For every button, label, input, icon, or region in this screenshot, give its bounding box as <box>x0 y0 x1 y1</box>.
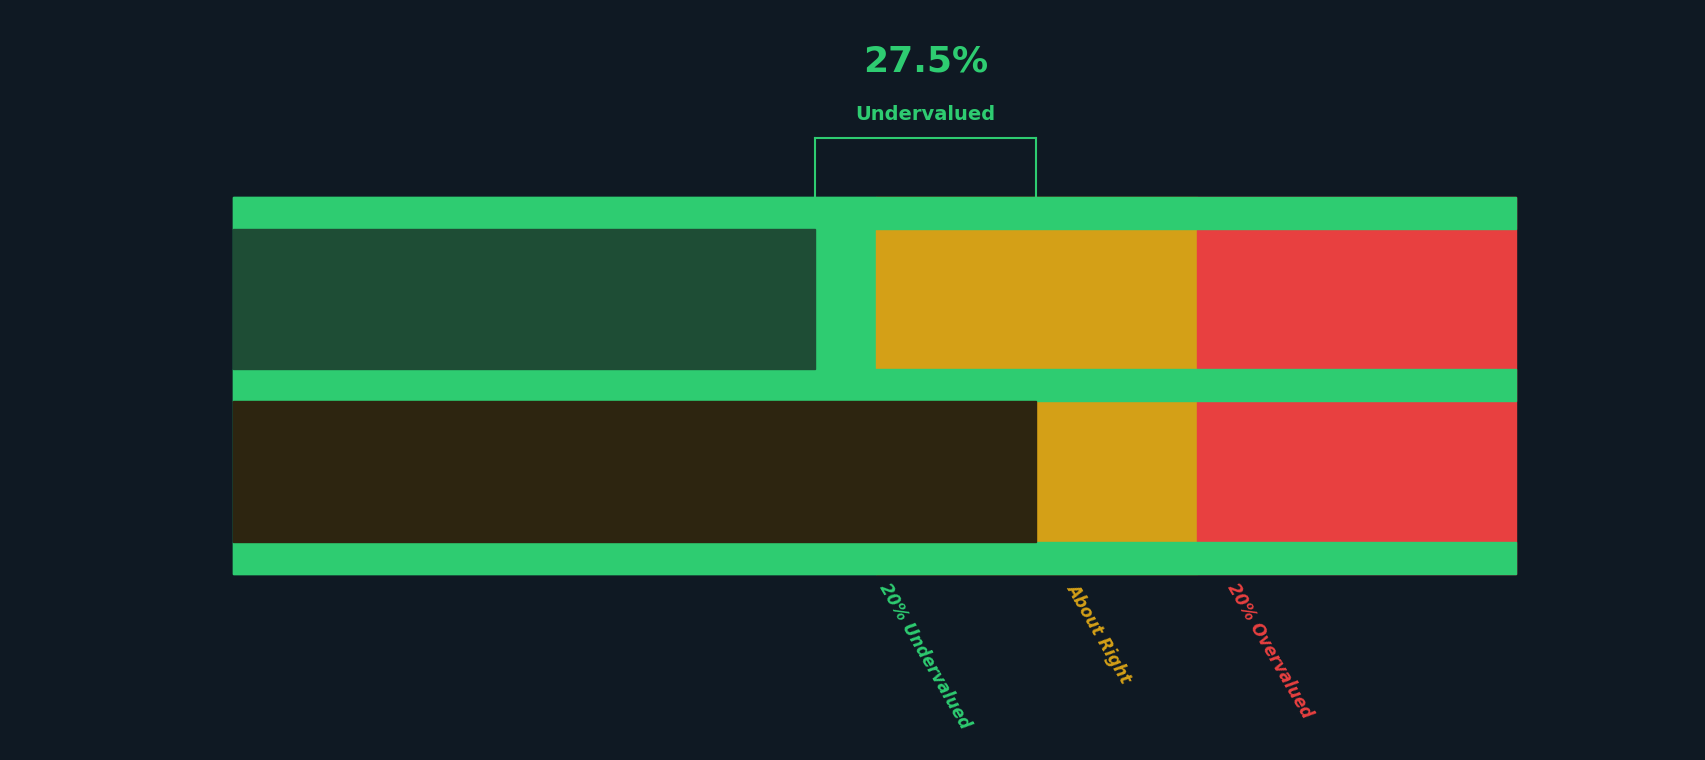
Bar <box>875 197 1197 574</box>
Bar <box>234 542 1514 574</box>
Text: Undervalued: Undervalued <box>856 105 996 124</box>
Text: UK£3.63: UK£3.63 <box>643 306 801 339</box>
Bar <box>1197 197 1514 574</box>
Text: About Right: About Right <box>1062 580 1134 686</box>
Text: 27.5%: 27.5% <box>863 45 987 79</box>
Text: 20% Overvalued: 20% Overvalued <box>1222 580 1315 721</box>
Bar <box>234 197 875 574</box>
Bar <box>234 229 815 369</box>
Bar <box>234 401 1035 542</box>
Bar <box>234 197 1514 229</box>
Text: Fair Value: Fair Value <box>914 439 1023 458</box>
Bar <box>234 369 1514 401</box>
Text: 20% Undervalued: 20% Undervalued <box>875 580 974 732</box>
Text: UK£5.01: UK£5.01 <box>864 479 1023 511</box>
Text: Current Price: Current Price <box>655 263 801 282</box>
